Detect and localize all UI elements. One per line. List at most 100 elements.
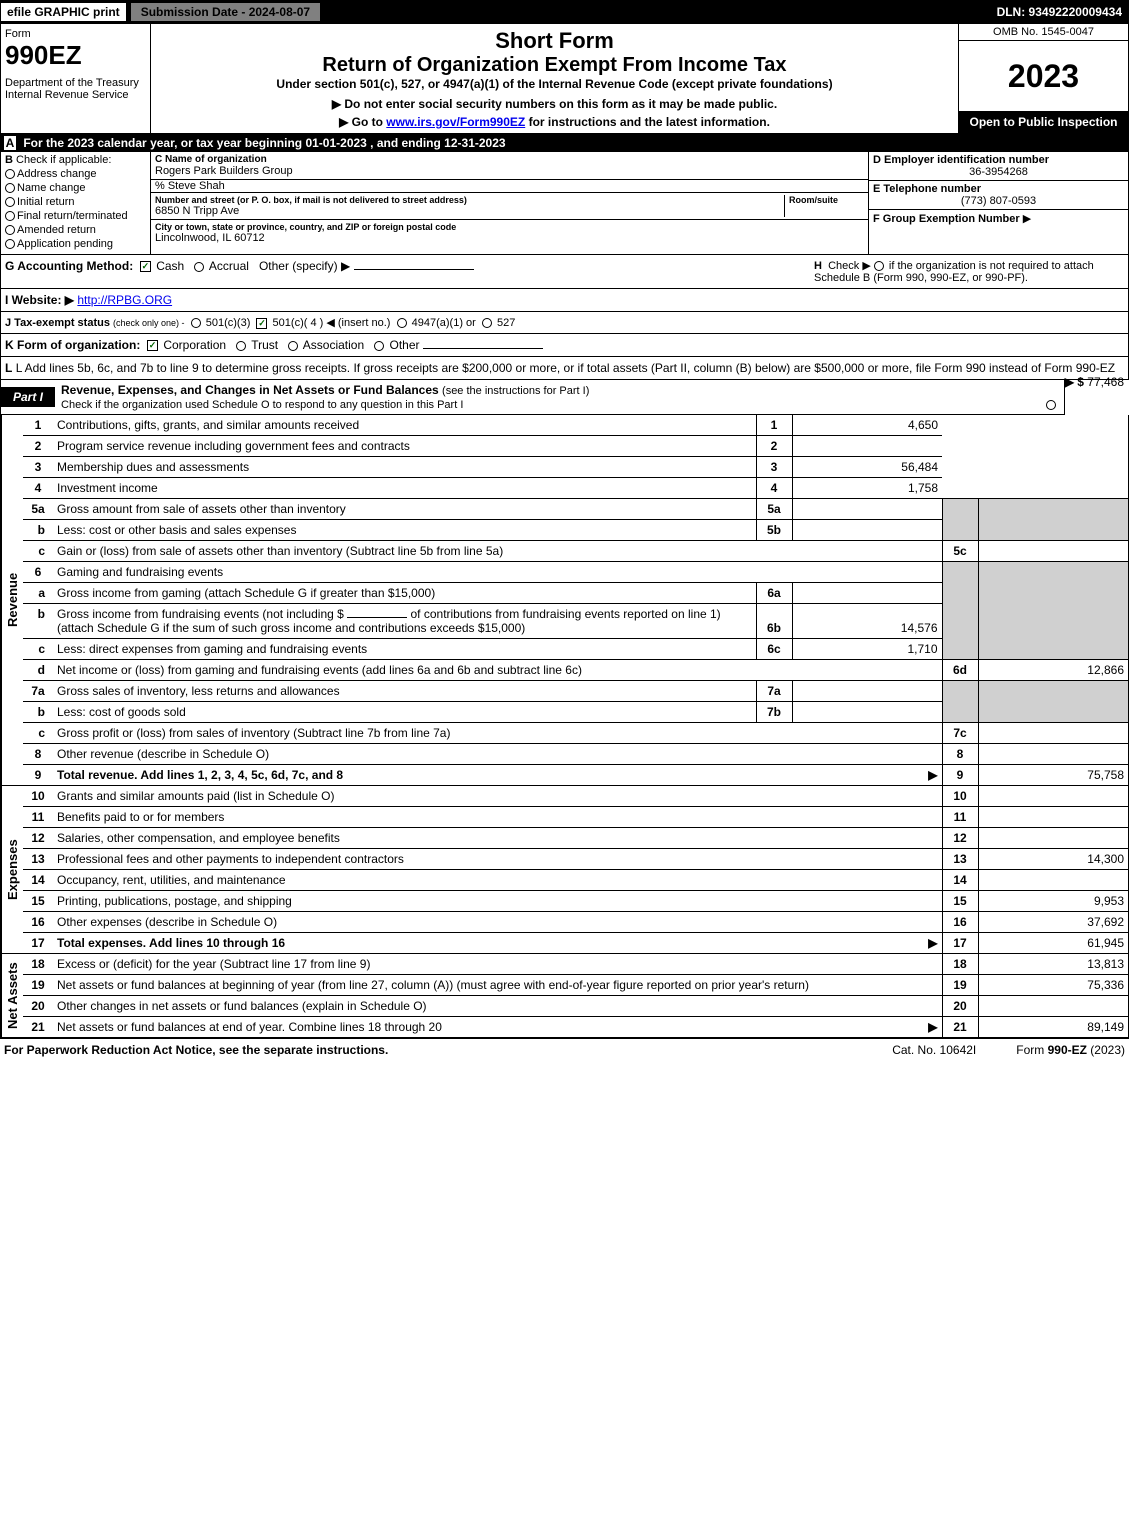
part1-title: Revenue, Expenses, and Changes in Net As… bbox=[61, 383, 439, 397]
line-4-value: 1,758 bbox=[792, 478, 942, 499]
line-13-value: 14,300 bbox=[978, 849, 1128, 870]
letter-a: A bbox=[4, 136, 16, 150]
line-21-value: 89,149 bbox=[978, 1017, 1128, 1038]
top-bar: efile GRAPHIC print Submission Date - 20… bbox=[0, 0, 1129, 24]
tax-year: 2023 bbox=[959, 41, 1128, 111]
part1-header: Part I Revenue, Expenses, and Changes in… bbox=[0, 380, 1065, 415]
efile-label: efile GRAPHIC print bbox=[1, 3, 126, 21]
under-section: Under section 501(c), 527, or 4947(a)(1)… bbox=[155, 77, 954, 91]
line-9-value: 75,758 bbox=[978, 765, 1128, 786]
open-inspection: Open to Public Inspection bbox=[959, 111, 1128, 133]
section-c: C Name of organization Rogers Park Build… bbox=[151, 152, 868, 254]
section-k: K Form of organization: Corporation Trus… bbox=[0, 334, 1129, 357]
dln-label: DLN: 93492220009434 bbox=[991, 3, 1128, 21]
6b-amount-input[interactable] bbox=[347, 617, 407, 618]
goto-prefix: ▶ Go to bbox=[339, 115, 386, 129]
final-return-radio[interactable] bbox=[5, 211, 15, 221]
line-3-value: 56,484 bbox=[792, 457, 942, 478]
revenue-table: 1Contributions, gifts, grants, and simil… bbox=[23, 415, 1128, 785]
section-f-arrow: ▶ bbox=[1023, 213, 1031, 225]
4947-radio[interactable] bbox=[397, 318, 407, 328]
expenses-sidelabel: Expenses bbox=[1, 786, 23, 953]
section-b-label: Check if applicable: bbox=[16, 154, 111, 166]
section-f-label: F Group Exemption Number bbox=[873, 213, 1020, 225]
netassets-block: Net Assets 18Excess or (deficit) for the… bbox=[0, 954, 1129, 1038]
form-header-right: OMB No. 1545-0047 2023 Open to Public In… bbox=[958, 24, 1128, 133]
ein-value: 36-3954268 bbox=[873, 166, 1124, 178]
revenue-block: Revenue 1Contributions, gifts, grants, a… bbox=[0, 415, 1129, 786]
phone-value: (773) 807-0593 bbox=[873, 195, 1124, 207]
room-label: Room/suite bbox=[789, 195, 864, 205]
org-name: Rogers Park Builders Group bbox=[155, 165, 864, 177]
goto-suffix: for instructions and the latest informat… bbox=[525, 115, 770, 129]
section-b: B Check if applicable: Address change Na… bbox=[1, 152, 151, 254]
gross-receipts: 77,468 bbox=[1087, 375, 1124, 389]
schedule-o-check[interactable] bbox=[1046, 400, 1056, 410]
other-specify-input[interactable] bbox=[354, 269, 474, 270]
line-2-value bbox=[792, 436, 942, 457]
other-org-input[interactable] bbox=[423, 348, 543, 349]
address-change-radio[interactable] bbox=[5, 169, 15, 179]
goto-line: ▶ Go to www.irs.gov/Form990EZ for instru… bbox=[155, 115, 954, 129]
return-title: Return of Organization Exempt From Incom… bbox=[155, 54, 954, 77]
line-5c-value bbox=[978, 541, 1128, 562]
website-link[interactable]: http://RPBG.ORG bbox=[77, 293, 172, 307]
row-a: A For the 2023 calendar year, or tax yea… bbox=[0, 134, 1129, 152]
line-1-value: 4,650 bbox=[792, 415, 942, 436]
city-label: City or town, state or province, country… bbox=[155, 222, 864, 232]
cash-checkbox[interactable] bbox=[140, 261, 151, 272]
footer-left: For Paperwork Reduction Act Notice, see … bbox=[4, 1043, 852, 1057]
accrual-radio[interactable] bbox=[194, 262, 204, 272]
corp-checkbox[interactable] bbox=[147, 340, 158, 351]
section-l: L L Add lines 5b, 6c, and 7b to line 9 t… bbox=[0, 357, 1129, 380]
section-d-label: D Employer identification number bbox=[873, 154, 1124, 166]
form-header: Form 990EZ Department of the Treasury In… bbox=[0, 24, 1129, 134]
501c3-radio[interactable] bbox=[191, 318, 201, 328]
revenue-sidelabel: Revenue bbox=[1, 415, 23, 785]
application-pending-radio[interactable] bbox=[5, 239, 15, 249]
header-grid: B Check if applicable: Address change Na… bbox=[0, 152, 1129, 255]
omb-number: OMB No. 1545-0047 bbox=[959, 24, 1128, 41]
name-change-radio[interactable] bbox=[5, 183, 15, 193]
short-form-title: Short Form bbox=[155, 28, 954, 54]
footer-center: Cat. No. 10642I bbox=[892, 1043, 976, 1057]
line-16-value: 37,692 bbox=[978, 912, 1128, 933]
goto-link[interactable]: www.irs.gov/Form990EZ bbox=[386, 115, 525, 129]
form-header-center: Short Form Return of Organization Exempt… bbox=[151, 24, 958, 133]
line-19-value: 75,336 bbox=[978, 975, 1128, 996]
line-6d-value: 12,866 bbox=[978, 660, 1128, 681]
form-word: Form bbox=[5, 28, 146, 40]
org-address: 6850 N Tripp Ave bbox=[155, 205, 784, 217]
part1-tab: Part I bbox=[1, 387, 55, 407]
page-footer: For Paperwork Reduction Act Notice, see … bbox=[0, 1038, 1129, 1061]
line-17-value: 61,945 bbox=[978, 933, 1128, 954]
pct-line: % Steve Shah bbox=[155, 180, 864, 192]
row-a-text: For the 2023 calendar year, or tax year … bbox=[23, 136, 505, 150]
part1-check: Check if the organization used Schedule … bbox=[61, 399, 463, 411]
amended-return-radio[interactable] bbox=[5, 225, 15, 235]
submission-date: Submission Date - 2024-08-07 bbox=[130, 2, 321, 22]
section-def: D Employer identification number 36-3954… bbox=[868, 152, 1128, 254]
other-org-radio[interactable] bbox=[374, 341, 384, 351]
assoc-radio[interactable] bbox=[288, 341, 298, 351]
expenses-block: Expenses 10Grants and similar amounts pa… bbox=[0, 786, 1129, 954]
527-radio[interactable] bbox=[482, 318, 492, 328]
do-not-enter: ▶ Do not enter social security numbers o… bbox=[155, 97, 954, 111]
expenses-table: 10Grants and similar amounts paid (list … bbox=[23, 786, 1128, 953]
section-g-label: G Accounting Method: bbox=[5, 259, 133, 273]
initial-return-radio[interactable] bbox=[5, 197, 15, 207]
schedule-b-radio[interactable] bbox=[874, 261, 884, 271]
form-number: 990EZ bbox=[5, 40, 146, 71]
form-header-left: Form 990EZ Department of the Treasury In… bbox=[1, 24, 151, 133]
section-j: J Tax-exempt status (check only one) - 5… bbox=[0, 312, 1129, 334]
section-c-name-label: C Name of organization bbox=[155, 154, 864, 165]
addr-label: Number and street (or P. O. box, if mail… bbox=[155, 195, 784, 205]
section-gh: G Accounting Method: Cash Accrual Other … bbox=[0, 255, 1129, 289]
netassets-sidelabel: Net Assets bbox=[1, 954, 23, 1037]
line-15-value: 9,953 bbox=[978, 891, 1128, 912]
501c-checkbox[interactable] bbox=[256, 318, 267, 329]
section-e-label: E Telephone number bbox=[873, 183, 1124, 195]
netassets-table: 18Excess or (deficit) for the year (Subt… bbox=[23, 954, 1128, 1037]
trust-radio[interactable] bbox=[236, 341, 246, 351]
org-city: Lincolnwood, IL 60712 bbox=[155, 232, 864, 244]
